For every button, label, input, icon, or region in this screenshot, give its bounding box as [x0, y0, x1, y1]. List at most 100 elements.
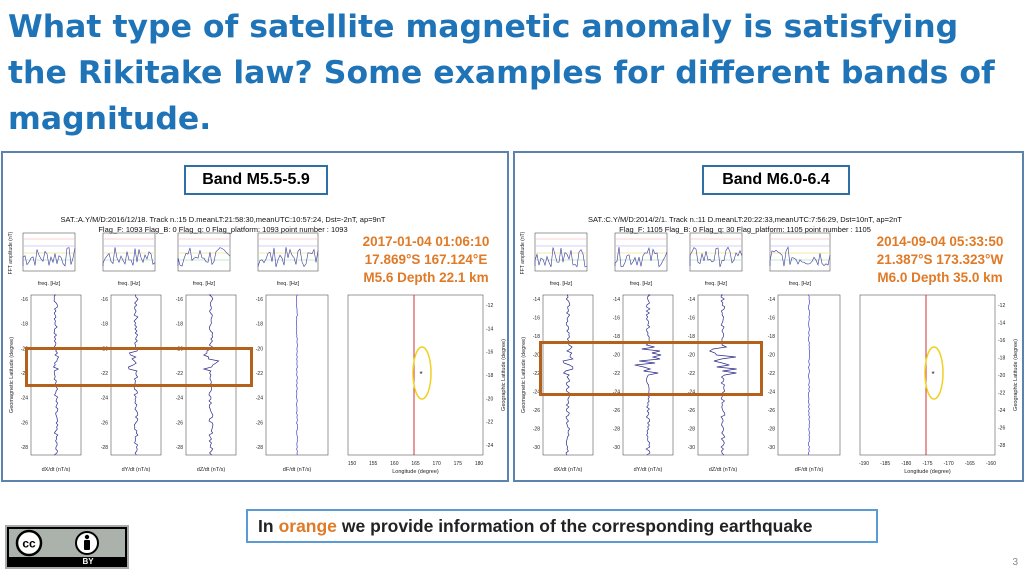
latitude-tick: -22 [768, 371, 775, 377]
latitude-tick: -24 [688, 390, 695, 396]
latitude-tick: -16 [176, 297, 183, 303]
fft-spectrum-line [177, 247, 231, 267]
map-latitude-tick: -20 [486, 396, 493, 402]
latitude-tick: -18 [21, 322, 28, 328]
latitude-tick: -30 [768, 445, 775, 451]
latitude-tick: -20 [613, 353, 620, 359]
latitude-tick: -18 [688, 334, 695, 340]
latitude-tick: -28 [613, 427, 620, 433]
latitude-tick: -24 [21, 396, 28, 402]
fft-x-label: freq. [Hz] [118, 281, 141, 287]
latitude-tick: -22 [613, 371, 620, 377]
map-frame [347, 294, 484, 456]
fft-x-label: freq. [Hz] [38, 281, 61, 287]
latitude-tick: -30 [533, 445, 540, 451]
latitude-tick: -28 [768, 427, 775, 433]
figure-panel-band-m6-0: freq. [Hz] freq. [Hz] freq. [Hz] freq. [Hz]… [513, 151, 1024, 482]
fft-spectrum-line [689, 246, 743, 268]
latitude-tick: -28 [101, 445, 108, 451]
map-latitude-tick: -28 [998, 443, 1005, 449]
latitude-y-label: Geomagnetic Latitude (degree) [9, 337, 15, 413]
map-longitude-tick: -165 [965, 461, 975, 467]
anomaly-highlight-box [25, 347, 253, 387]
latitude-profile-line [808, 294, 810, 456]
latitude-tick: -22 [533, 371, 540, 377]
latitude-tick: -16 [613, 316, 620, 322]
latitude-tick: -26 [256, 420, 263, 426]
note-suffix: we provide information of the correspond… [341, 515, 813, 536]
earthquake-info: 2014-09-04 05:33:50 21.387°S 173.323°W M… [855, 233, 1022, 287]
license-by-label: BY [82, 557, 94, 566]
latitude-profile-line [708, 294, 737, 456]
satellite-track-line2: Flag_F: 1105 Flag_B: 0 Flag_q: 30 Flag_p… [619, 225, 871, 234]
earthquake-magnitude-depth: M5.6 Depth 22.1 km [363, 270, 489, 285]
latitude-tick: -18 [533, 334, 540, 340]
magnetic-anomaly-figure: freq. [Hz] freq. [Hz] freq. [Hz] freq. [Hz]… [8, 231, 507, 475]
latitude-y-label: Geomagnetic Latitude (degree) [521, 337, 527, 413]
latitude-tick: -26 [613, 408, 620, 414]
component-label: dX/dt (nT/s) [554, 467, 583, 473]
earthquake-coordinates: 17.869°S 167.124°E [364, 252, 488, 267]
latitude-tick: -14 [533, 297, 540, 303]
latitude-tick: -22 [101, 371, 108, 377]
map-latitude-tick: -20 [998, 373, 1005, 379]
latitude-tick: -14 [768, 297, 775, 303]
latitude-tick: -24 [101, 396, 108, 402]
map-latitude-tick: -14 [486, 326, 493, 332]
component-label: dX/dt (nT/s) [42, 467, 71, 473]
latitude-tick: -20 [533, 353, 540, 359]
cc-by-license-badge[interactable]: cc BY [5, 525, 129, 569]
map-longitude-tick: 165 [411, 461, 420, 467]
map-latitude-tick: -18 [998, 356, 1005, 362]
earthquake-coordinates: 21.387°S 173.323°W [876, 252, 1004, 267]
map-longitude-tick: 155 [369, 461, 378, 467]
fft-x-label: freq. [Hz] [550, 281, 573, 287]
map-latitude-tick: -26 [998, 426, 1005, 432]
latitude-tick: -24 [613, 390, 620, 396]
fft-spectrum-line [769, 246, 831, 267]
latitude-tick: -18 [256, 322, 263, 328]
map-latitude-tick: -12 [486, 303, 493, 309]
latitude-tick: -22 [176, 371, 183, 377]
epicenter-ellipse [412, 346, 432, 400]
orange-info-note: In orange we provide information of the … [246, 509, 878, 543]
latitude-tick: -18 [613, 334, 620, 340]
latitude-tick: -26 [176, 420, 183, 426]
latitude-tick: -20 [21, 346, 28, 352]
latitude-tick: -30 [613, 445, 620, 451]
component-label: dZ/dt (nT/s) [197, 467, 226, 473]
latitude-tick: -20 [256, 346, 263, 352]
latitude-tick: -26 [768, 408, 775, 414]
latitude-profile-line [634, 294, 662, 456]
band-label: Band M5.5-5.9 [184, 165, 328, 195]
latitude-tick: -22 [21, 371, 28, 377]
svg-text:cc: cc [22, 537, 36, 551]
latitude-tick: -18 [101, 322, 108, 328]
map-longitude-tick: 180 [475, 461, 484, 467]
fft-x-label: freq. [Hz] [193, 281, 216, 287]
component-label: dF/dt (nT/s) [283, 467, 312, 473]
map-y-label: Geographic Latitude (degree) [1013, 339, 1019, 411]
map-latitude-tick: -18 [486, 373, 493, 379]
map-longitude-tick: -160 [986, 461, 996, 467]
fft-x-label: freq. [Hz] [277, 281, 300, 287]
map-longitude-tick: -180 [901, 461, 911, 467]
latitude-tick: -20 [768, 353, 775, 359]
latitude-tick: -26 [101, 420, 108, 426]
map-x-label: Longitude (degree) [392, 469, 439, 475]
earthquake-info: 2017-01-04 01:06:10 17.869°S 167.124°E M… [341, 233, 507, 287]
page-number: 3 [1012, 557, 1018, 568]
earthquake-datetime: 2017-01-04 01:06:10 [362, 234, 490, 249]
earthquake-datetime: 2014-09-04 05:33:50 [876, 234, 1004, 249]
fft-x-label: freq. [Hz] [789, 281, 812, 287]
latitude-tick: -24 [256, 396, 263, 402]
latitude-profile-line [202, 294, 220, 456]
latitude-profile-frame [542, 294, 594, 456]
latitude-profile-line [296, 294, 298, 456]
epicenter-ellipse [924, 346, 944, 400]
fft-spectrum-line [102, 247, 156, 266]
component-label: dZ/dt (nT/s) [709, 467, 738, 473]
satellite-track-line2: Flag_F: 1093 Flag_B: 0 Flag_q: 0 Flag_pl… [98, 225, 348, 234]
map-longitude-tick: -185 [880, 461, 890, 467]
latitude-tick: -28 [21, 445, 28, 451]
